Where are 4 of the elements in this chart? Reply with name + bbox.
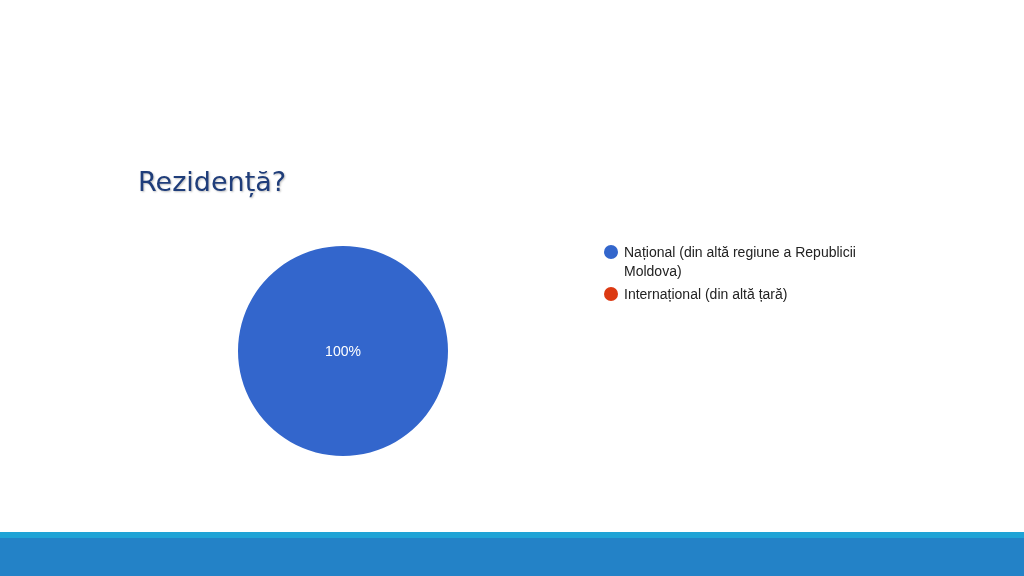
legend-label: Național (din altă regiune a Republicii Moldova) — [624, 243, 857, 281]
chart-title: Rezidență? — [138, 166, 287, 197]
legend-label: Internațional (din altă țară) — [624, 285, 788, 304]
data-label: 100% — [325, 343, 361, 359]
